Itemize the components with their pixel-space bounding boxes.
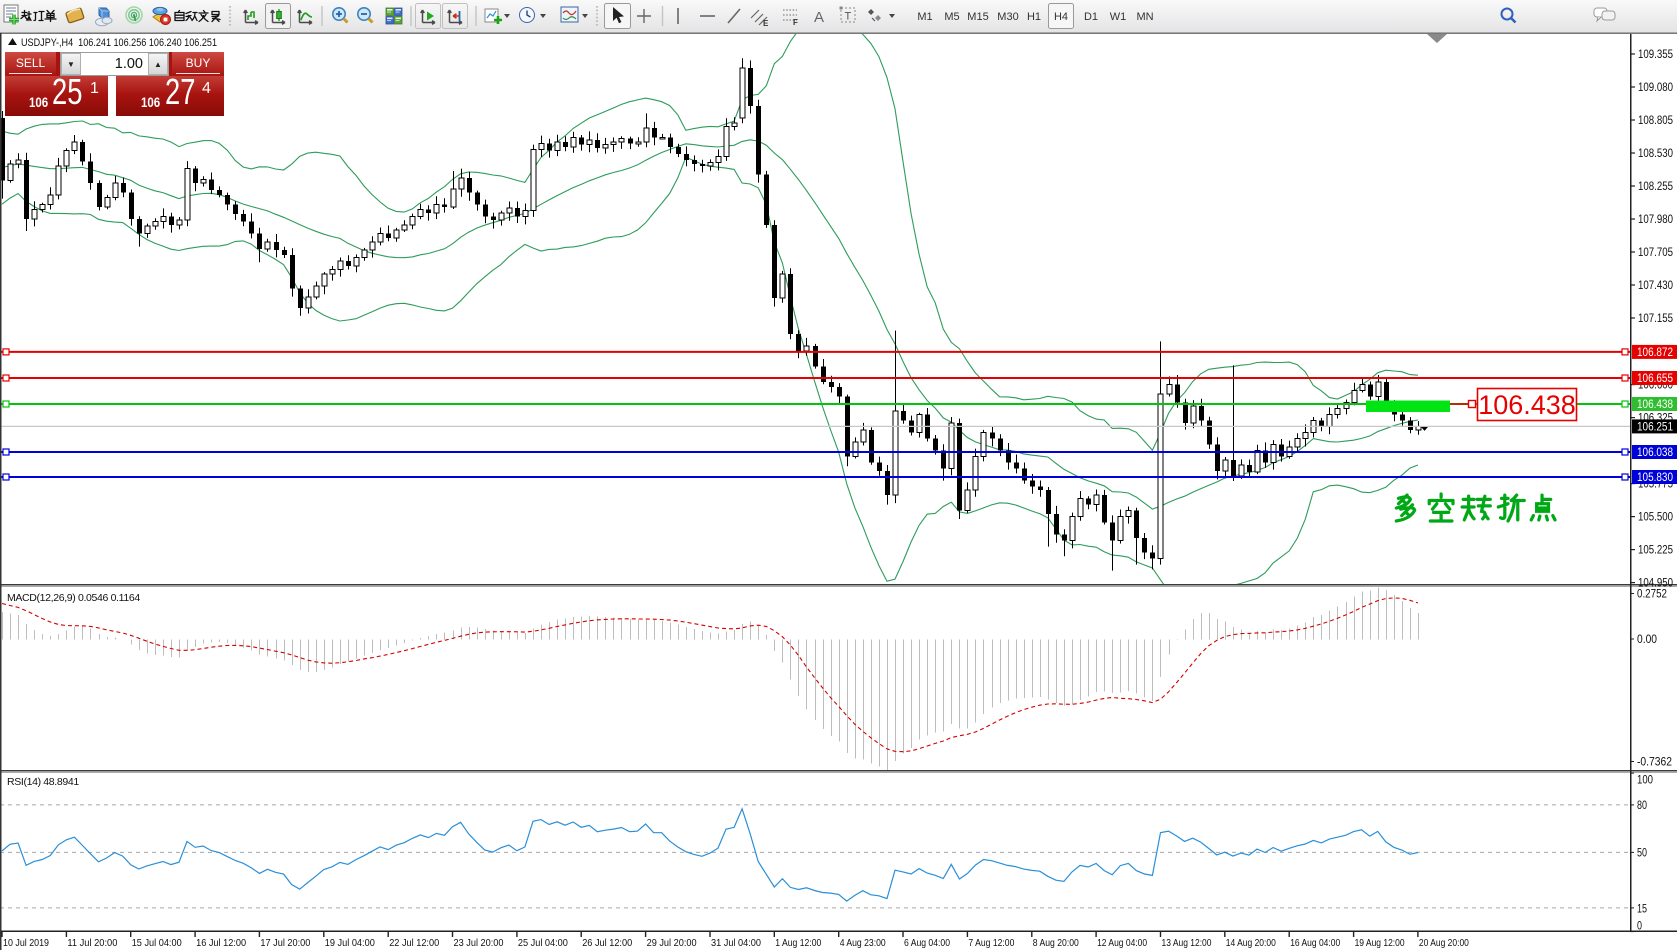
svg-text:A: A [814,9,824,26]
svg-text:16 Jul 12:00: 16 Jul 12:00 [196,937,246,949]
svg-text:109.355: 109.355 [1638,49,1673,61]
svg-text:100: 100 [1637,775,1653,787]
svg-text:31 Jul 04:00: 31 Jul 04:00 [711,937,761,949]
svg-text:6 Aug 04:00: 6 Aug 04:00 [904,937,950,949]
svg-text:105.500: 105.500 [1638,512,1673,524]
svg-text:108.530: 108.530 [1638,148,1673,160]
svg-text:7 Aug 12:00: 7 Aug 12:00 [968,937,1014,949]
svg-text:0.2752: 0.2752 [1637,589,1667,601]
svg-text:1 Aug 12:00: 1 Aug 12:00 [775,937,821,949]
svg-text:104.950: 104.950 [1638,578,1673,590]
svg-text:106.251: 106.251 [1637,422,1673,434]
svg-text:50: 50 [1637,847,1647,859]
svg-text:4 Aug 23:00: 4 Aug 23:00 [840,937,886,949]
svg-text:106.438: 106.438 [1478,390,1576,420]
svg-text:29 Jul 20:00: 29 Jul 20:00 [647,937,697,949]
svg-text:RSI(14) 48.8941: RSI(14) 48.8941 [7,776,79,788]
svg-text:108.805: 108.805 [1638,115,1673,127]
svg-text:8 Aug 20:00: 8 Aug 20:00 [1033,937,1079,949]
svg-text:D1: D1 [1084,11,1098,23]
svg-text:16 Aug 04:00: 16 Aug 04:00 [1290,937,1340,949]
svg-text:106.872: 106.872 [1637,347,1673,359]
svg-text:107.155: 107.155 [1638,313,1673,325]
svg-text:106.655: 106.655 [1637,373,1673,385]
svg-text:17 Jul 20:00: 17 Jul 20:00 [260,937,310,949]
svg-text:105.830: 105.830 [1637,472,1673,484]
svg-text:107.980: 107.980 [1638,214,1673,226]
svg-text:14 Aug 20:00: 14 Aug 20:00 [1226,937,1276,949]
svg-text:26 Jul 12:00: 26 Jul 12:00 [582,937,632,949]
svg-text:USDJPY-,H4 106.241 106.256 10: USDJPY-,H4 106.241 106.256 106.240 106.2… [21,37,217,49]
svg-text:F: F [793,18,798,27]
svg-text:E: E [763,19,769,28]
svg-text:22 Jul 12:00: 22 Jul 12:00 [389,937,439,949]
svg-text:23 Jul 20:00: 23 Jul 20:00 [454,937,504,949]
svg-text:MN: MN [1136,11,1153,23]
svg-text:109.080: 109.080 [1638,82,1673,94]
svg-text:0.00: 0.00 [1637,634,1657,646]
svg-text:12 Aug 04:00: 12 Aug 04:00 [1097,937,1147,949]
svg-text:M15: M15 [967,11,988,23]
svg-text:15 Jul 04:00: 15 Jul 04:00 [132,937,182,949]
svg-text:MACD(12,26,9) 0.0546 0.1164: MACD(12,26,9) 0.0546 0.1164 [7,592,140,604]
svg-text:W1: W1 [1110,11,1127,23]
svg-text:H4: H4 [1054,11,1068,23]
svg-text:25 Jul 04:00: 25 Jul 04:00 [518,937,568,949]
svg-text:11 Jul 20:00: 11 Jul 20:00 [67,937,117,949]
svg-text:80: 80 [1637,800,1647,812]
svg-text:15: 15 [1637,903,1647,915]
svg-text:20 Aug 20:00: 20 Aug 20:00 [1419,937,1469,949]
svg-text:106.438: 106.438 [1637,399,1673,411]
svg-text:105.225: 105.225 [1638,545,1673,557]
svg-text:108.255: 108.255 [1638,181,1673,193]
svg-text:M5: M5 [944,11,959,23]
svg-text:13 Aug 12:00: 13 Aug 12:00 [1162,937,1212,949]
svg-text:H1: H1 [1027,11,1041,23]
svg-text:0: 0 [1637,921,1642,933]
svg-text:19 Jul 04:00: 19 Jul 04:00 [325,937,375,949]
svg-text:T: T [845,11,852,23]
svg-text:107.705: 107.705 [1638,247,1673,259]
svg-text:-0.7362: -0.7362 [1637,757,1672,769]
svg-text:M30: M30 [997,11,1018,23]
svg-text:19 Aug 12:00: 19 Aug 12:00 [1355,937,1405,949]
svg-text:10 Jul 2019: 10 Jul 2019 [3,937,49,949]
svg-text:M1: M1 [917,11,932,23]
svg-text:106.038: 106.038 [1637,447,1673,459]
svg-text:107.430: 107.430 [1638,280,1673,292]
